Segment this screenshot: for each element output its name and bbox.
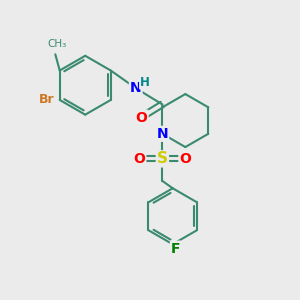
Text: O: O xyxy=(136,111,148,124)
Text: N: N xyxy=(130,81,142,95)
Text: N: N xyxy=(157,127,168,141)
Text: O: O xyxy=(179,152,191,166)
Text: S: S xyxy=(157,151,168,166)
Text: Br: Br xyxy=(39,93,54,106)
Text: F: F xyxy=(171,242,180,256)
Text: O: O xyxy=(134,152,146,166)
Text: CH₃: CH₃ xyxy=(47,39,66,49)
Text: H: H xyxy=(140,76,149,89)
